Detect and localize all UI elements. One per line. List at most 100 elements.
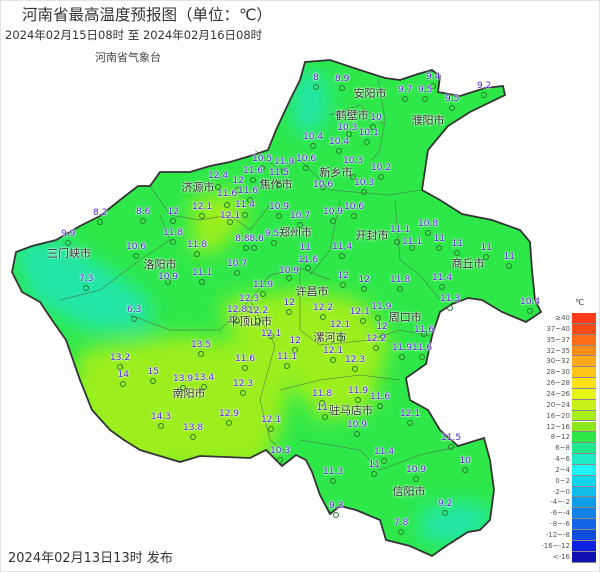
station-marker xyxy=(339,253,345,259)
station-marker xyxy=(527,308,533,314)
station-marker xyxy=(303,165,309,171)
station-temperature: 10.3 xyxy=(354,178,375,188)
station-marker xyxy=(361,286,367,292)
station-marker xyxy=(277,457,283,463)
station-marker xyxy=(394,239,400,245)
station-marker xyxy=(351,213,357,219)
legend-item: 20~24 xyxy=(528,399,600,411)
station-temperature: 10.6 xyxy=(313,180,334,190)
station-marker xyxy=(377,403,383,409)
station-marker xyxy=(373,345,379,351)
station-temperature: 7.3 xyxy=(79,274,94,284)
legend-label: 6~8 xyxy=(555,444,570,453)
legend-item: 16~20 xyxy=(528,410,600,422)
station-temperature: 8.9 xyxy=(335,74,350,84)
station-temperature: 11.9 xyxy=(253,280,274,290)
station-temperature: 11.9 xyxy=(392,343,413,353)
station-marker xyxy=(419,354,425,360)
station-marker xyxy=(319,400,325,406)
station-temperature: 12 xyxy=(376,322,388,332)
station-marker xyxy=(65,240,71,246)
station-temperature: 13.2 xyxy=(110,353,131,363)
legend-item: -12~-8 xyxy=(528,530,600,541)
station-temperature: 10.7 xyxy=(290,211,311,221)
city-boundary xyxy=(59,214,171,301)
legend-label: -6~-4 xyxy=(550,509,570,518)
station-marker xyxy=(260,291,266,297)
station-marker xyxy=(462,467,468,473)
legend-swatch xyxy=(572,313,596,324)
station-temperature: 10.3 xyxy=(337,123,358,134)
station-temperature: 11.1 xyxy=(277,352,298,362)
station-marker xyxy=(140,218,146,224)
station-marker xyxy=(310,143,316,149)
legend-swatch xyxy=(572,530,596,541)
legend-item: ≥40 xyxy=(528,313,600,324)
temperature-shading xyxy=(12,70,500,545)
station-temperature: 11.1 xyxy=(402,236,423,247)
station-marker xyxy=(352,366,358,372)
legend-item: -16~-12 xyxy=(528,540,600,552)
station-temperature: 12 xyxy=(232,176,244,186)
station-marker xyxy=(483,254,489,260)
station-marker xyxy=(227,219,233,225)
station-temperature: 11.4 xyxy=(374,447,395,457)
station-marker xyxy=(364,139,370,145)
station-marker xyxy=(436,245,442,251)
legend-item: -2~0 xyxy=(528,486,600,498)
station-marker xyxy=(425,230,431,236)
station-temperature: 11.6 xyxy=(235,354,256,364)
legend-swatch xyxy=(572,378,596,389)
station-marker xyxy=(242,212,248,218)
station-temperature: 11.3 xyxy=(440,294,461,304)
legend-label: ≥40 xyxy=(555,314,570,322)
station-temperature: 9.2 xyxy=(438,499,453,509)
station-temperature: 9.5 xyxy=(418,85,433,95)
city-label: 郑州市 xyxy=(279,226,312,239)
station-temperature: 14 xyxy=(117,370,129,380)
legend-label: 37~40 xyxy=(546,324,570,333)
station-marker xyxy=(194,251,200,257)
station-temperature: 12.1 xyxy=(220,211,241,222)
city-label: 安阳市 xyxy=(353,87,387,100)
agency-name: 河南省气象台 xyxy=(95,51,161,64)
station-temperature: 11 xyxy=(316,403,328,413)
city-label: 信阳市 xyxy=(392,485,426,498)
station-temperature: 12.2 xyxy=(366,334,387,344)
station-marker xyxy=(413,476,419,482)
station-temperature: 7.8 xyxy=(394,518,409,528)
station-temperature: 10.3 xyxy=(270,446,291,456)
legend-label: 12~16 xyxy=(546,422,570,431)
station-temperature: 11.4 xyxy=(332,242,353,252)
legend-item: <-16 xyxy=(528,551,600,563)
station-marker xyxy=(442,510,448,516)
legend-swatch xyxy=(572,486,596,498)
station-marker xyxy=(201,384,207,390)
station-marker xyxy=(336,148,342,154)
station-temperature: 10.9 xyxy=(269,202,290,212)
station-marker xyxy=(430,83,436,89)
station-marker xyxy=(449,105,455,111)
legend-item: 0~2 xyxy=(528,475,600,487)
station-marker xyxy=(281,169,287,175)
station-temperature: 10.7 xyxy=(227,259,248,269)
city-label: 三门峡市 xyxy=(47,247,91,260)
station-temperature: 10.1 xyxy=(358,128,379,138)
station-temperature: 12.3 xyxy=(239,293,260,304)
legend-item: 30~32 xyxy=(528,356,600,368)
station-marker xyxy=(268,333,274,339)
issue-time: 2024年02月13日13时 发布 xyxy=(8,551,173,566)
station-temperature: 10 xyxy=(459,456,471,466)
station-marker xyxy=(320,184,326,190)
city-label: 周口市 xyxy=(388,310,422,324)
station-marker xyxy=(360,318,366,324)
legend-label: 4~6 xyxy=(555,455,570,464)
station-temperature: 11.9 xyxy=(371,301,392,312)
station-marker xyxy=(409,245,415,251)
city-boundary xyxy=(254,149,421,196)
cooler-zone xyxy=(420,500,500,545)
legend-label: <-16 xyxy=(552,552,570,561)
station-temperature: 13.4 xyxy=(194,373,215,383)
legend-swatch xyxy=(572,432,596,444)
station-temperature: 11 xyxy=(451,239,463,249)
